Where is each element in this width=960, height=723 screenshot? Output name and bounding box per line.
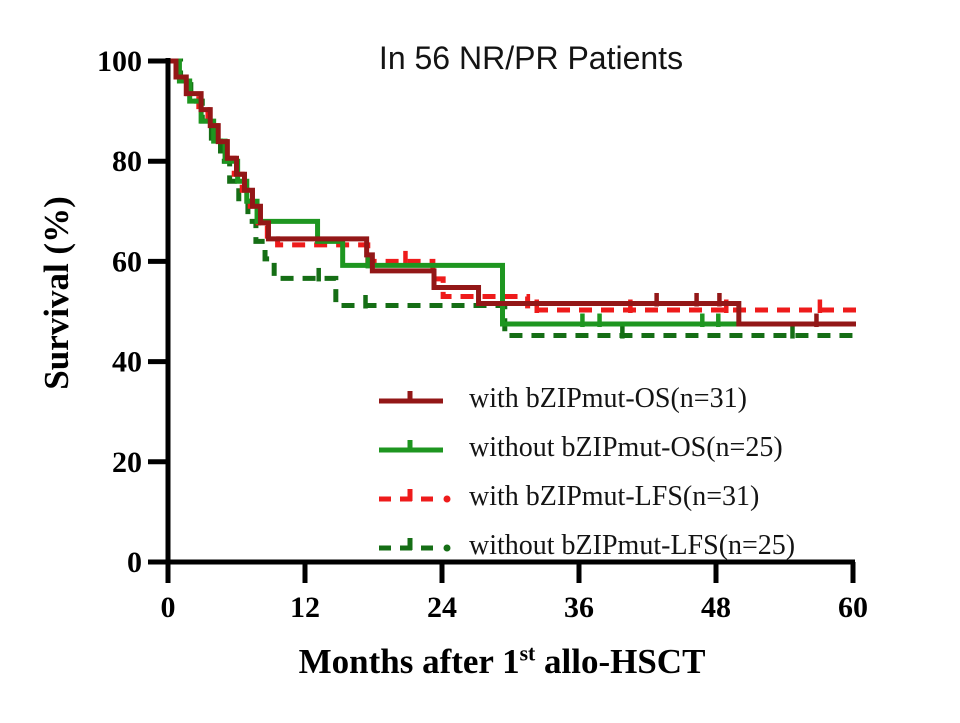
x-tick-label: 48 bbox=[701, 591, 731, 624]
legend-label: with bZIPmut-OS(n=31) bbox=[469, 382, 747, 414]
legend: with bZIPmut-OS(n=31) without bZIPmut-OS… bbox=[377, 374, 795, 570]
y-tick-label: 100 bbox=[97, 45, 142, 78]
x-tick-label: 0 bbox=[161, 591, 176, 624]
y-tick-label: 60 bbox=[112, 245, 142, 278]
x-tick-label: 24 bbox=[427, 591, 457, 624]
series-curve-0 bbox=[168, 58, 856, 327]
legend-marker-icon bbox=[379, 439, 443, 452]
legend-marker-solid-darkred bbox=[377, 387, 459, 411]
y-tick-label: 80 bbox=[112, 145, 142, 178]
y-tick-label: 20 bbox=[112, 446, 142, 479]
series-curve-1 bbox=[168, 58, 856, 327]
legend-label: with bZIPmut-LFS(n=31) bbox=[469, 480, 760, 512]
x-axis-title: Months after 1st allo-HSCT bbox=[299, 642, 706, 682]
series-curve-2 bbox=[168, 58, 856, 313]
legend-marker-icon bbox=[379, 390, 443, 403]
legend-marker-dashed-red bbox=[377, 485, 459, 509]
legend-marker-dashed-darkgreen bbox=[377, 534, 459, 558]
legend-label: without bZIPmut-LFS(n=25) bbox=[469, 529, 796, 561]
legend-marker-icon bbox=[379, 537, 451, 551]
x-axis-title-text: Months after 1 bbox=[298, 642, 520, 681]
legend-item-without-bzipmut-lfs: without bZIPmut-LFS(n=25) bbox=[377, 521, 795, 570]
x-tick-label: 36 bbox=[564, 591, 594, 624]
legend-item-with-bzipmut-os: with bZIPmut-OS(n=31) bbox=[377, 374, 795, 423]
x-axis-title-suffix: allo-HSCT bbox=[535, 642, 706, 681]
x-axis-title-superscript: st bbox=[519, 641, 536, 666]
legend-item-with-bzipmut-lfs: with bZIPmut-LFS(n=31) bbox=[377, 472, 795, 521]
x-tick-label: 12 bbox=[290, 591, 320, 624]
chart-title: In 56 NR/PR Patients bbox=[378, 40, 684, 76]
y-tick-label: 40 bbox=[112, 346, 142, 379]
legend-marker-icon bbox=[379, 488, 451, 502]
legend-label: without bZIPmut-OS(n=25) bbox=[469, 431, 783, 463]
x-tick-label: 60 bbox=[838, 591, 868, 624]
y-axis-title: Survival (%) bbox=[37, 196, 76, 390]
y-tick-label: 0 bbox=[127, 546, 142, 579]
legend-marker-solid-green bbox=[377, 436, 459, 460]
legend-item-without-bzipmut-os: without bZIPmut-OS(n=25) bbox=[377, 423, 795, 472]
